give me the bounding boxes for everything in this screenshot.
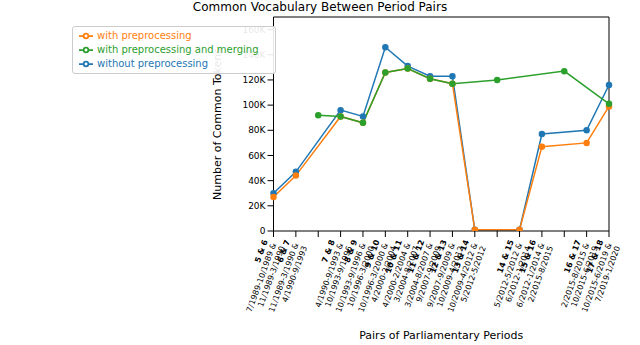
svg-text:Number of Common Tokens: Number of Common Tokens — [211, 48, 224, 200]
svg-text:17 & 1810/2015-6/2019 &7/2019-: 17 & 1810/2015-6/2019 &7/2019-1/2020 — [572, 238, 623, 316]
svg-text:140K: 140K — [242, 50, 266, 60]
svg-text:Pairs of Parliamentary Periods: Pairs of Parliamentary Periods — [359, 329, 523, 342]
svg-text:15 & 166/2012-1/2014 &2/2015-8: 15 & 166/2012-1/2014 &2/2015-8/2015 — [506, 238, 555, 312]
svg-text:20K: 20K — [248, 201, 266, 211]
svg-text:160K: 160K — [242, 25, 266, 35]
svg-text:60K: 60K — [248, 151, 266, 161]
svg-text:0: 0 — [260, 226, 266, 236]
svg-text:40K: 40K — [248, 176, 266, 186]
svg-text:100K: 100K — [242, 100, 266, 110]
svg-text:80K: 80K — [248, 125, 266, 135]
svg-text:120K: 120K — [242, 75, 266, 85]
svg-text:6 & 711/1989-3/1990 &4/1990-9/: 6 & 711/1989-3/1990 &4/1990-9/1993 — [259, 239, 309, 317]
svg-text:13 & 1410/2009-4/2012 &5/2012-: 13 & 1410/2009-4/2012 &5/2012-5/2012 — [438, 238, 489, 316]
